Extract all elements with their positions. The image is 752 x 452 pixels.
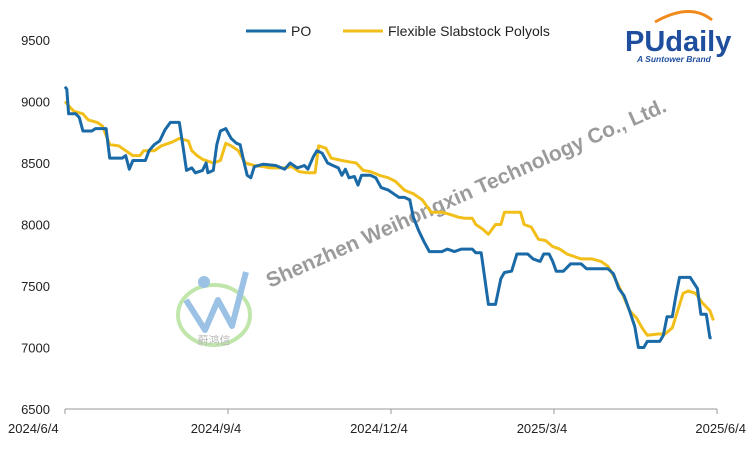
watermark-company: Shenzhen Weihongxin Technology Co., Ltd. [263, 94, 670, 292]
x-tick-label: 2024/12/4 [350, 421, 408, 436]
y-tick-label: 7000 [21, 341, 50, 356]
legend-label-polyols: Flexible Slabstock Polyols [388, 23, 550, 39]
y-tick-label: 9000 [21, 95, 50, 110]
x-tick-label: 2025/3/4 [517, 421, 568, 436]
brand-logo: PUdaily A Suntower Brand [625, 10, 731, 64]
y-tick-label: 8000 [21, 218, 50, 233]
series-line-po [63, 85, 712, 349]
y-tick-label: 7500 [21, 279, 50, 294]
y-tick-label: 6500 [21, 402, 50, 417]
x-tick-label: 2024/6/4 [8, 421, 59, 436]
y-tick-label: 9500 [21, 33, 50, 48]
watermark-mark [183, 271, 249, 333]
watermark-cn-text: 蔚鸿信 [198, 333, 231, 347]
brand-tagline: A Suntower Brand [636, 54, 712, 64]
x-tick-label: 2024/9/4 [191, 421, 242, 436]
watermark-ring [176, 283, 252, 347]
watermark-dot [198, 276, 210, 288]
y-axis-ticks: 6500 7000 7500 8000 8500 9000 9500 [21, 33, 50, 417]
legend-label-po: PO [291, 23, 311, 39]
x-tick-label: 2025/6/4 [695, 421, 746, 436]
x-axis-ticks: 2024/6/4 2024/9/4 2024/12/4 2025/3/4 2025/6/… [8, 409, 746, 436]
y-tick-label: 8500 [21, 156, 50, 171]
brand-arc [654, 10, 713, 24]
legend: PO Flexible Slabstock Polyols [246, 23, 550, 39]
brand-logo-text: PUdaily [625, 26, 731, 58]
watermark-logo: 蔚鸿信 [176, 271, 252, 347]
series-layer [63, 85, 715, 349]
